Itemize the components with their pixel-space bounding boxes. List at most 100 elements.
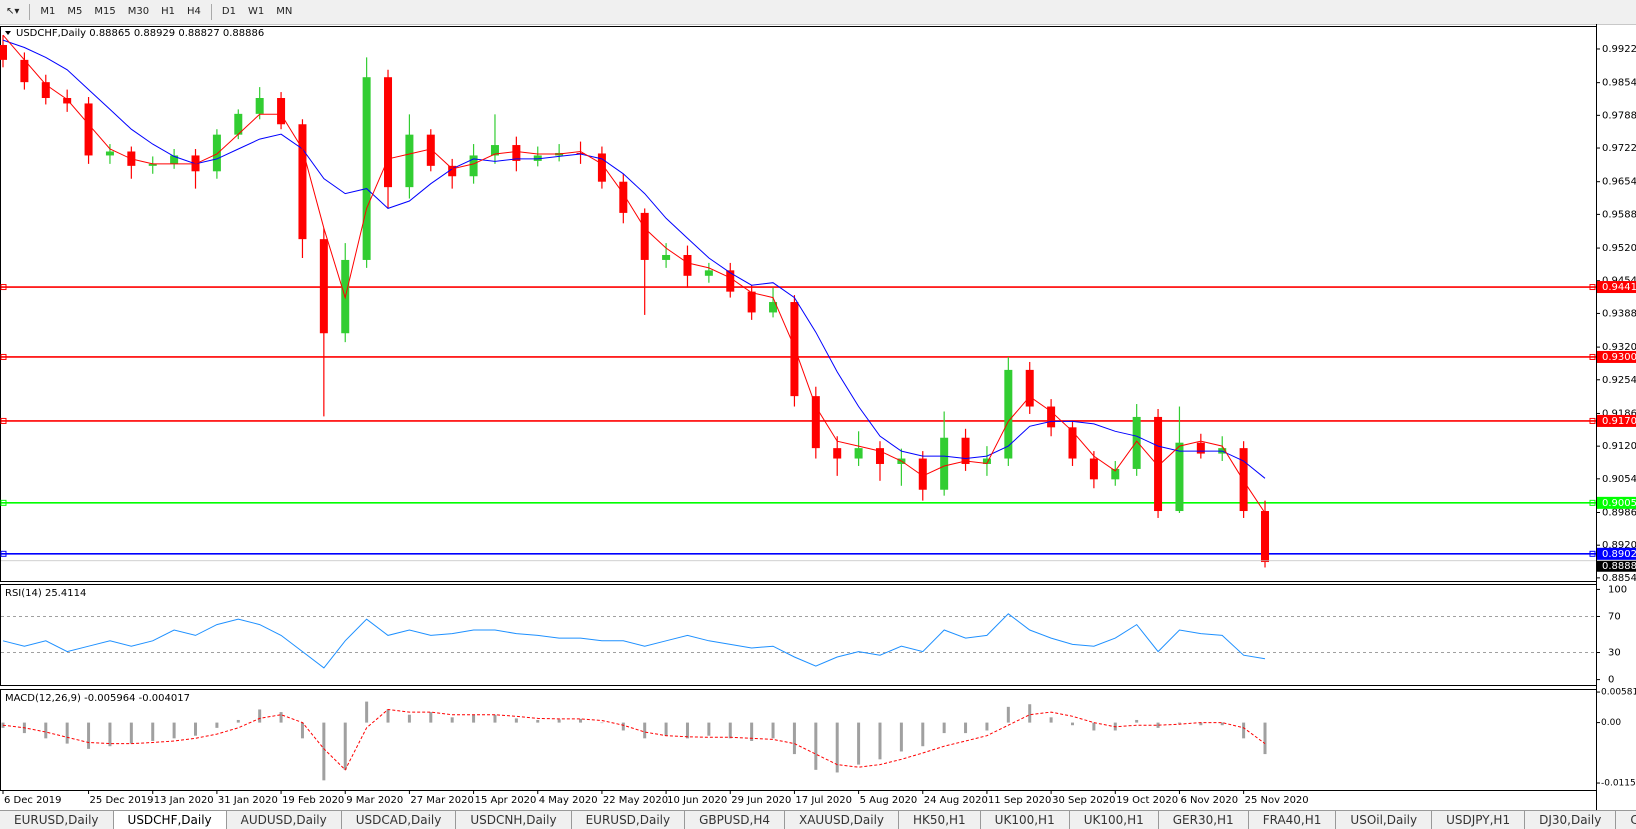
macd-bar [343, 722, 347, 770]
level-handle [1589, 353, 1596, 360]
chart-tab[interactable]: USOil,Daily [1336, 811, 1433, 829]
timeframe-button[interactable]: H4 [187, 6, 201, 17]
chart-tab[interactable]: GBPUSD,H4 [685, 811, 785, 829]
candle-body [1111, 468, 1120, 480]
candle-body [747, 291, 756, 313]
macd-bar [857, 722, 861, 765]
indicator-title: MACD(12,26,9) -0.005964 -0.004017 [5, 693, 190, 704]
chart-tab[interactable]: USDCAD,Daily [342, 811, 457, 829]
candle-body [875, 448, 884, 464]
candle-body [298, 124, 307, 240]
macd-bar [621, 722, 625, 731]
macd-bar [386, 709, 390, 723]
chart-tab[interactable]: UK100,H1 [981, 811, 1070, 829]
macd-bar [942, 722, 946, 734]
macd-bar [407, 714, 411, 723]
chart-tab[interactable]: USDJPY,H1 [1432, 811, 1526, 829]
y-tick-label: 0.00 [1601, 718, 1621, 728]
level-handle [1589, 417, 1596, 424]
x-tick-label: 30 Sep 2020 [1052, 795, 1115, 806]
macd-bar [1242, 722, 1246, 739]
candle-body [448, 165, 457, 177]
chart-tab[interactable]: AUDUSD,Daily [227, 811, 342, 829]
panel-frame [0, 689, 1597, 791]
chart-tab[interactable]: HK50,H1 [899, 811, 981, 829]
candle-body [1068, 427, 1077, 459]
macd-bar [215, 722, 219, 728]
level-label-box [1597, 281, 1636, 294]
macd-bar [728, 722, 732, 739]
chart-tab[interactable]: FRA40,H1 [1249, 811, 1337, 829]
macd-bar [964, 722, 968, 734]
macd-bar [129, 722, 133, 744]
collapse-arrow [5, 31, 11, 35]
y-tick-label: 70 [1608, 611, 1621, 622]
timeframe-button[interactable]: M1 [40, 6, 56, 17]
candle-body [362, 77, 371, 260]
indicator-title: RSI(14) 25.4114 [5, 588, 86, 599]
y-tick-label: 100 [1608, 584, 1627, 595]
level-handle [0, 284, 7, 291]
timeframe-button[interactable]: W1 [247, 6, 265, 17]
timeframe-button[interactable]: MN [276, 6, 293, 17]
candle-body [384, 77, 393, 188]
level-handle [0, 550, 7, 557]
candle-body [790, 302, 799, 397]
candle-body [63, 98, 72, 104]
cursor-tool[interactable]: ↖▾ [6, 6, 20, 17]
macd-bar [514, 718, 518, 723]
macd-bar [792, 722, 796, 755]
candle-body [662, 254, 671, 260]
chart-tab[interactable]: EURUSD,Daily [572, 811, 686, 829]
x-tick-label: 17 Jul 2020 [795, 795, 852, 806]
timeframe-button[interactable]: M5 [67, 6, 83, 17]
candle-body [405, 134, 414, 188]
macd-bar [1071, 722, 1074, 726]
x-tick-label: 31 Jan 2020 [218, 795, 278, 806]
chart-tab[interactable]: CHINA300,H1 [1616, 811, 1636, 829]
chart-tab[interactable]: USDCNH,Daily [456, 811, 572, 829]
candle-body [1261, 511, 1270, 563]
x-tick-label: 25 Nov 2020 [1245, 795, 1309, 806]
chart-tab[interactable]: DJ30,Daily [1525, 811, 1617, 829]
level-label: 0.91709 [1602, 416, 1636, 427]
level-label: 0.89026 [1602, 549, 1636, 560]
x-tick-label: 13 Jan 2020 [154, 795, 214, 806]
macd-bar [557, 719, 561, 723]
chart-tab[interactable]: XAUUSD,Daily [785, 811, 900, 829]
x-tick-label: 9 Mar 2020 [346, 795, 403, 806]
y-tick-label: 0.88540 [1602, 573, 1636, 584]
chart-tab[interactable]: UK100,H1 [1070, 811, 1159, 829]
x-tick-label: 25 Dec 2019 [90, 795, 154, 806]
macd-bar [643, 722, 647, 739]
level-label: 0.90055 [1602, 498, 1636, 509]
macd-bar [921, 722, 925, 747]
chart-tab[interactable]: USDCHF,Daily [113, 811, 227, 829]
candle-body [1154, 416, 1163, 512]
macd-bar [429, 712, 433, 723]
candle-body [426, 134, 435, 166]
macd-bar [1199, 722, 1203, 726]
chart-tab[interactable]: GER30,H1 [1159, 811, 1249, 829]
chart-tab[interactable]: EURUSD,Daily [0, 811, 114, 829]
macd-bar [322, 722, 326, 781]
timeframe-button[interactable]: M15 [94, 6, 116, 17]
macd-bar [1092, 722, 1096, 731]
x-tick-label: 19 Oct 2020 [1116, 795, 1178, 806]
candle-body [469, 155, 478, 177]
last-price-label: 0.88886 [1602, 561, 1636, 572]
timeframe-button[interactable]: M30 [127, 6, 150, 17]
panel-frame [0, 584, 1597, 686]
timeframe-button[interactable]: D1 [221, 6, 236, 17]
macd-bar [172, 722, 176, 739]
timeframe-button[interactable]: H1 [161, 6, 176, 17]
macd-bar [236, 719, 240, 723]
candle-body [640, 212, 649, 260]
